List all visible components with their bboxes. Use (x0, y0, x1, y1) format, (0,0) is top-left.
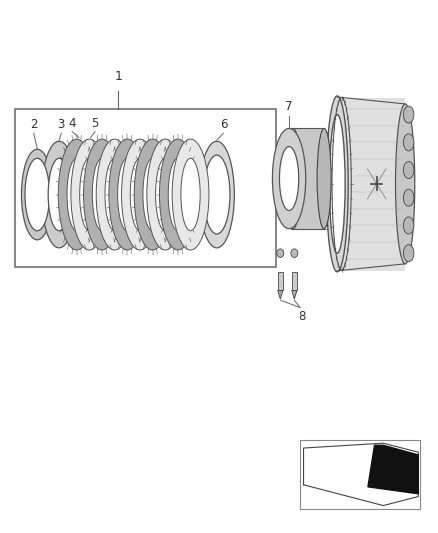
Ellipse shape (317, 128, 331, 229)
Text: 1: 1 (114, 70, 122, 83)
Ellipse shape (58, 139, 95, 250)
Ellipse shape (42, 141, 77, 248)
Ellipse shape (118, 158, 137, 231)
Ellipse shape (155, 158, 175, 231)
Ellipse shape (286, 128, 300, 229)
Ellipse shape (159, 139, 196, 250)
Ellipse shape (134, 139, 171, 250)
Ellipse shape (396, 104, 415, 264)
Ellipse shape (71, 139, 108, 250)
Text: 5: 5 (91, 117, 99, 130)
Ellipse shape (279, 147, 299, 211)
Ellipse shape (80, 158, 99, 231)
Ellipse shape (403, 189, 414, 206)
Text: 2: 2 (30, 118, 38, 131)
Ellipse shape (403, 106, 414, 123)
Bar (278, 272, 283, 290)
Ellipse shape (147, 139, 184, 250)
Text: 7: 7 (285, 100, 293, 113)
Ellipse shape (105, 158, 124, 231)
Text: 6: 6 (219, 118, 227, 131)
Text: 8: 8 (299, 310, 306, 322)
Ellipse shape (109, 139, 146, 250)
Ellipse shape (172, 139, 209, 250)
Bar (15, 109, 276, 266)
Ellipse shape (84, 139, 120, 250)
Ellipse shape (168, 158, 187, 231)
Ellipse shape (25, 158, 49, 231)
Ellipse shape (199, 141, 234, 248)
Ellipse shape (48, 158, 70, 231)
Ellipse shape (96, 139, 133, 250)
Ellipse shape (326, 96, 348, 272)
Bar (292, 272, 297, 290)
Bar (300, 440, 420, 509)
Bar (291, 128, 324, 229)
Ellipse shape (403, 161, 414, 179)
Polygon shape (368, 445, 418, 494)
Ellipse shape (403, 245, 414, 262)
Ellipse shape (272, 128, 306, 229)
Ellipse shape (204, 155, 230, 234)
Text: 4: 4 (68, 117, 76, 130)
Polygon shape (292, 290, 297, 299)
Ellipse shape (329, 115, 345, 253)
Ellipse shape (21, 149, 53, 240)
Ellipse shape (403, 217, 414, 234)
Ellipse shape (277, 249, 284, 257)
Ellipse shape (291, 249, 298, 257)
Ellipse shape (67, 158, 86, 231)
Ellipse shape (92, 158, 112, 231)
Ellipse shape (143, 158, 162, 231)
Ellipse shape (403, 134, 414, 151)
Ellipse shape (181, 158, 200, 231)
Text: 3: 3 (58, 118, 65, 131)
Ellipse shape (130, 158, 149, 231)
Ellipse shape (121, 139, 158, 250)
Polygon shape (278, 290, 283, 299)
Bar (337, 98, 405, 271)
